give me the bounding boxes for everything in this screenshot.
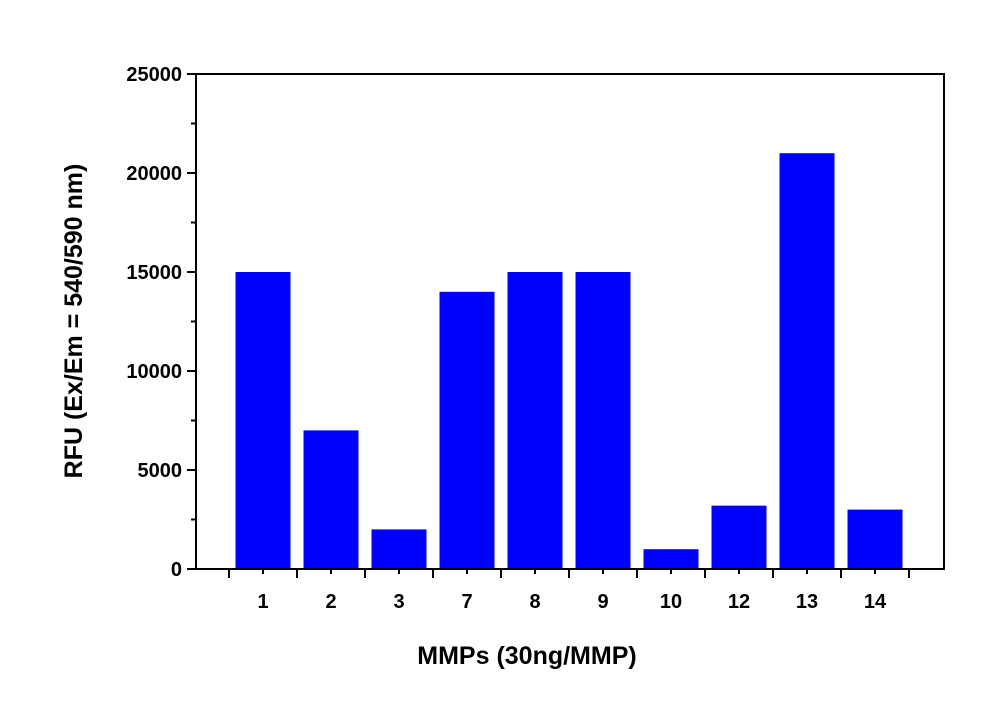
y-tick-label: 20000 [126,163,182,185]
y-tick-label: 0 [171,559,182,581]
y-tick-label: 25000 [126,64,182,86]
x-tick-label: 2 [325,591,336,613]
bar-14 [847,509,903,569]
y-tick-label: 5000 [138,460,183,482]
x-axis-title: MMPs (30ng/MMP) [417,642,636,670]
x-tick-label: 8 [529,591,540,613]
x-tick-label: 7 [461,591,472,613]
bar-13 [779,153,835,569]
bar-7 [439,291,495,569]
bars-group [235,153,903,569]
x-tick-label: 9 [597,591,608,613]
x-tick-label: 14 [864,591,887,613]
bar-3 [371,529,427,569]
x-tick-label: 12 [728,591,750,613]
y-tick-label: 10000 [126,361,182,383]
x-tick-label: 3 [393,591,404,613]
y-tick-label: 15000 [126,262,182,284]
bar-12 [711,505,767,569]
x-tick-label: 10 [660,591,682,613]
x-tick-label: 13 [796,591,818,613]
y-axis-title: RFU (Ex/Em = 540/590 nm) [60,164,88,479]
ticks-group [187,73,910,578]
bar-2 [303,430,359,569]
bar-1 [235,272,291,569]
x-tick-label: 1 [257,591,268,613]
bar-8 [507,272,563,569]
bar-10 [643,549,699,569]
bar-9 [575,272,631,569]
